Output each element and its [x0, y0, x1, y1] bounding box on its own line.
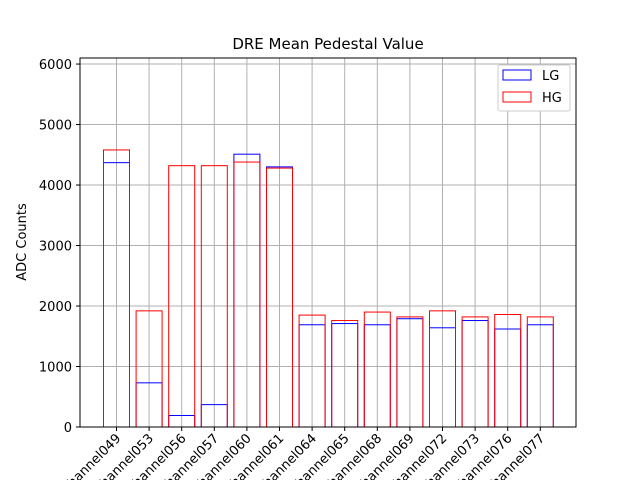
- legend-label-hg: HG: [542, 91, 562, 106]
- legend-swatch-hg: [502, 91, 532, 103]
- y-axis-label: ADC Counts: [15, 203, 30, 281]
- y-tick-label: 2000: [39, 300, 72, 315]
- y-tick-label: 1000: [39, 361, 72, 376]
- legend-swatch-lg: [502, 69, 532, 81]
- legend: LG HG: [497, 64, 571, 112]
- chart-title: DRE Mean Pedestal Value: [232, 35, 423, 53]
- y-tick-label: 5000: [39, 119, 72, 134]
- y-tick-label: 0: [64, 421, 72, 436]
- y-tick-label: 3000: [39, 240, 72, 255]
- legend-label-lg: LG: [542, 69, 559, 84]
- grid: [80, 58, 576, 427]
- plot-frame: [79, 57, 577, 428]
- y-axis: 0 1000 2000 3000 4000 5000 6000: [39, 58, 80, 436]
- y-tick-label: 4000: [39, 179, 72, 194]
- legend-box: [497, 64, 571, 112]
- y-tick-label: 6000: [39, 58, 72, 73]
